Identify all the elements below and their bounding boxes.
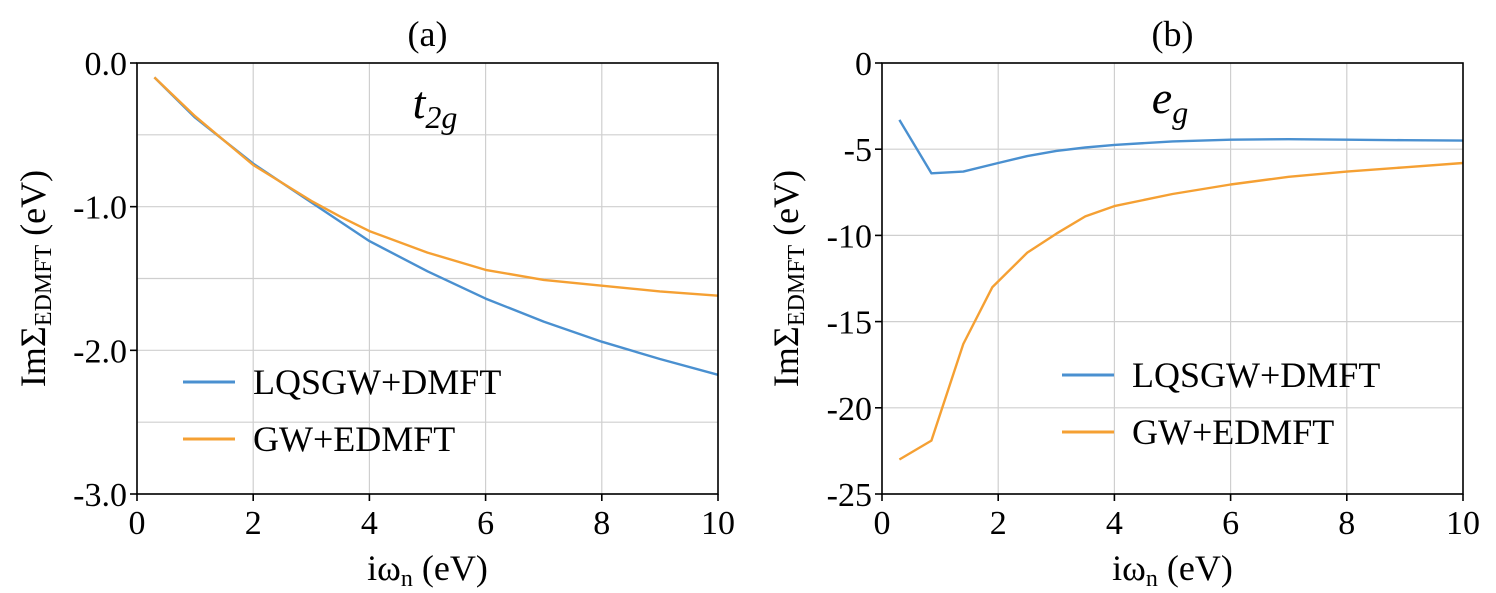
plot-frame — [881, 62, 1464, 495]
x-tick-label: 4 — [1106, 505, 1123, 542]
x-tick-label: 4 — [361, 505, 378, 542]
series-line-gw-edmft — [153, 76, 719, 297]
legend-label: GW+EDMFT — [253, 419, 455, 459]
orbital-annotation: t2g — [413, 77, 458, 135]
panel-label: (b) — [1152, 14, 1194, 54]
y-axis-label: ImΣEDMFT (eV) — [13, 170, 57, 387]
legend: LQSGW+DMFT GW+EDMFT — [1062, 355, 1380, 452]
legend-label: LQSGW+DMFT — [253, 362, 501, 402]
x-axis-label: iωn (eV) — [367, 548, 488, 592]
orbital-annotation: eg — [1152, 72, 1188, 130]
panel-a: 0 2 4 6 8 10 0.0 -1.0 -2.0 -3.0 (a) t2g iωn (eV) ImΣE… — [13, 14, 735, 592]
panel-b: 0 2 4 6 8 10 0 -5 -10 -15 -20 -25 (b) eg iωn (eV) ImΣED… — [766, 14, 1480, 592]
plot-frame — [136, 62, 719, 495]
series-line-gw-edmft — [898, 161, 1464, 461]
y-tick-label: -15 — [827, 305, 872, 342]
legend-label: GW+EDMFT — [1132, 412, 1334, 452]
y-tick-label: 0 — [855, 46, 872, 83]
x-tick-label: 0 — [874, 505, 891, 542]
x-tick-label: 8 — [593, 505, 610, 542]
x-tick-label: 8 — [1338, 505, 1355, 542]
y-tick-label: 0.0 — [85, 46, 128, 83]
x-tick-label: 6 — [477, 505, 494, 542]
y-tick-label: -10 — [827, 218, 872, 255]
y-tick-label: -5 — [844, 132, 872, 169]
series-line-lqsgw-dmft — [898, 119, 1464, 175]
y-tick-label: -1.0 — [73, 190, 127, 227]
x-tick-label: 10 — [1446, 505, 1480, 542]
y-tick-label: -2.0 — [73, 333, 127, 370]
y-tick-label: -20 — [827, 391, 872, 428]
x-tick-label: 6 — [1222, 505, 1239, 542]
x-tick-label: 10 — [701, 505, 735, 542]
legend-label: LQSGW+DMFT — [1132, 355, 1380, 395]
y-tick-label: -25 — [827, 477, 872, 514]
x-tick-label: 2 — [990, 505, 1007, 542]
panel-label: (a) — [408, 14, 448, 54]
x-tick-label: 2 — [245, 505, 262, 542]
x-axis-label: iωn (eV) — [1112, 548, 1233, 592]
y-tick-label: -3.0 — [73, 477, 127, 514]
legend: LQSGW+DMFT GW+EDMFT — [183, 362, 501, 459]
x-tick-label: 0 — [129, 505, 146, 542]
y-axis-label: ImΣEDMFT (eV) — [766, 170, 810, 387]
